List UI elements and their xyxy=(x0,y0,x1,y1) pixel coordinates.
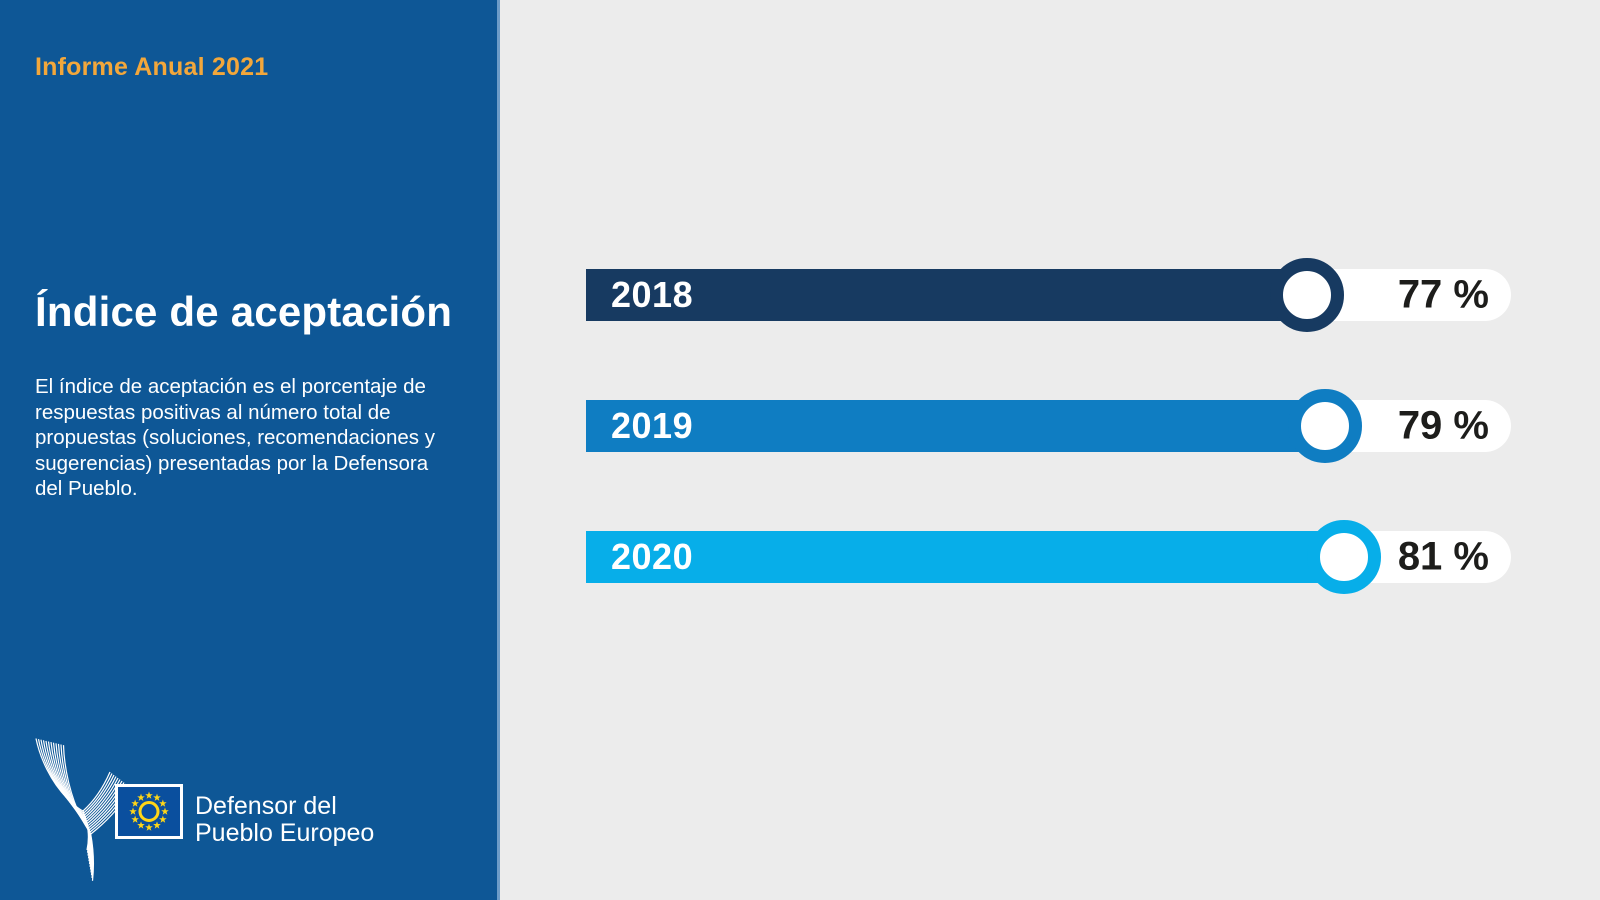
marker-ring xyxy=(1307,520,1382,594)
page-title: Índice de aceptación xyxy=(35,288,453,335)
bar-row-2020: 81 % 2020 xyxy=(500,520,1600,594)
value-label: 77 % xyxy=(1397,272,1489,317)
sidebar-edge-divider xyxy=(497,0,500,900)
org-name-line1: Defensor del xyxy=(195,792,337,820)
marker-ring xyxy=(1269,258,1344,332)
bar-2020: 2020 xyxy=(586,531,1345,583)
bar-2018: 2018 xyxy=(586,269,1307,321)
report-title: Informe Anual 2021 xyxy=(35,53,269,81)
year-label: 2020 xyxy=(611,536,694,577)
marker-ring xyxy=(1288,389,1363,463)
value-label: 81 % xyxy=(1397,534,1489,579)
value-label: 79 % xyxy=(1397,403,1489,448)
eu-flag-icon xyxy=(115,784,183,839)
ombudsman-logo: Defensor del Pueblo Europeo xyxy=(33,738,463,888)
year-label: 2018 xyxy=(611,274,694,315)
year-label: 2019 xyxy=(611,405,694,446)
org-name: Defensor del Pueblo Europeo xyxy=(195,793,374,847)
chart-area: 77 % 2018 79 % 2019 81 % 2020 xyxy=(500,0,1600,900)
org-name-line2: Pueblo Europeo xyxy=(195,819,375,847)
description-text: El índice de aceptación es el porcentaje… xyxy=(35,375,435,500)
bar-2019: 2019 xyxy=(586,400,1326,452)
bar-row-2019: 79 % 2019 xyxy=(500,389,1600,463)
sidebar: Informe Anual 2021 Índice de aceptación … xyxy=(0,0,497,900)
bar-row-2018: 77 % 2018 xyxy=(500,258,1600,332)
